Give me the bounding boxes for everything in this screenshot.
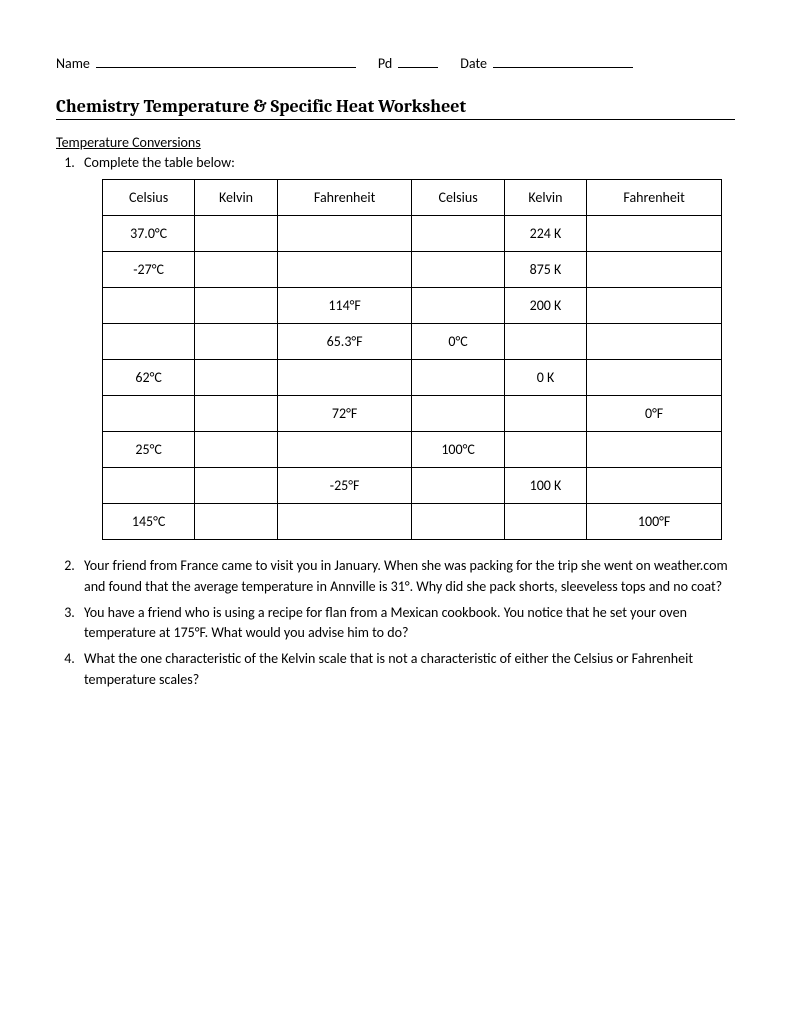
table-cell[interactable] (103, 468, 195, 504)
table-cell[interactable] (412, 504, 504, 540)
table-cell: 62°C (103, 360, 195, 396)
table-cell[interactable] (195, 432, 278, 468)
date-label: Date (460, 55, 487, 72)
header-fields: Name Pd Date (56, 54, 735, 72)
table-cell[interactable] (504, 432, 587, 468)
page-title: Chemistry Temperature & Specific Heat Wo… (56, 96, 735, 120)
table-cell[interactable] (103, 396, 195, 432)
table-cell[interactable] (587, 252, 722, 288)
name-label: Name (56, 55, 90, 72)
table-cell[interactable] (195, 468, 278, 504)
table-row: 37.0°C 224 K (103, 216, 722, 252)
table-cell[interactable] (504, 396, 587, 432)
q4-text: What the one characteristic of the Kelvi… (84, 650, 693, 687)
table-cell: -25°F (277, 468, 412, 504)
question-2: Your friend from France came to visit yo… (78, 556, 735, 597)
q2-text: Your friend from France came to visit yo… (84, 557, 728, 594)
table-cell: 875 K (504, 252, 587, 288)
table-cell[interactable] (103, 288, 195, 324)
table-cell[interactable] (587, 288, 722, 324)
col-header: Kelvin (195, 180, 278, 216)
question-4: What the one characteristic of the Kelvi… (78, 649, 735, 690)
table-cell[interactable] (587, 324, 722, 360)
table-cell[interactable] (504, 504, 587, 540)
table-cell: 72°F (277, 396, 412, 432)
table-cell: -27°C (103, 252, 195, 288)
name-blank[interactable] (96, 54, 356, 68)
table-cell[interactable] (587, 360, 722, 396)
col-header: Fahrenheit (277, 180, 412, 216)
table-cell: 100°F (587, 504, 722, 540)
table-body: 37.0°C224 K-27°C875 K114°F200 K65.3°F0°C… (103, 216, 722, 540)
pd-blank[interactable] (398, 54, 438, 68)
table-cell[interactable] (277, 252, 412, 288)
table-cell[interactable] (103, 324, 195, 360)
table-cell: 0°C (412, 324, 504, 360)
table-cell[interactable] (277, 216, 412, 252)
table-row: -25°F 100 K (103, 468, 722, 504)
q1-text: Complete the table below: (84, 154, 235, 171)
conversion-table-wrap: Celsius Kelvin Fahrenheit Celsius Kelvin… (102, 179, 735, 540)
col-header: Fahrenheit (587, 180, 722, 216)
table-cell: 65.3°F (277, 324, 412, 360)
date-blank[interactable] (493, 54, 633, 68)
table-cell[interactable] (412, 360, 504, 396)
table-cell: 100°C (412, 432, 504, 468)
col-header: Celsius (103, 180, 195, 216)
table-cell[interactable] (412, 468, 504, 504)
table-cell: 0°F (587, 396, 722, 432)
table-row: 62°C 0 K (103, 360, 722, 396)
table-header-row: Celsius Kelvin Fahrenheit Celsius Kelvin… (103, 180, 722, 216)
question-1: Complete the table below: Celsius Kelvin… (78, 153, 735, 540)
question-3: You have a friend who is using a recipe … (78, 603, 735, 644)
table-cell: 25°C (103, 432, 195, 468)
table-cell[interactable] (587, 468, 722, 504)
table-cell[interactable] (412, 216, 504, 252)
table-cell[interactable] (412, 252, 504, 288)
table-cell[interactable] (412, 288, 504, 324)
table-cell[interactable] (195, 360, 278, 396)
col-header: Celsius (412, 180, 504, 216)
table-cell[interactable] (412, 396, 504, 432)
table-row: 145°C 100°F (103, 504, 722, 540)
table-cell: 200 K (504, 288, 587, 324)
table-row: 114°F 200 K (103, 288, 722, 324)
table-cell: 0 K (504, 360, 587, 396)
table-row: -27°C 875 K (103, 252, 722, 288)
table-cell[interactable] (587, 216, 722, 252)
table-cell[interactable] (195, 288, 278, 324)
table-cell[interactable] (195, 216, 278, 252)
table-cell[interactable] (504, 324, 587, 360)
table-row: 25°C 100°C (103, 432, 722, 468)
table-cell[interactable] (587, 432, 722, 468)
table-row: 72°F 0°F (103, 396, 722, 432)
table-cell: 224 K (504, 216, 587, 252)
question-list: Complete the table below: Celsius Kelvin… (56, 153, 735, 690)
conversion-table: Celsius Kelvin Fahrenheit Celsius Kelvin… (102, 179, 722, 540)
table-cell[interactable] (195, 252, 278, 288)
table-cell[interactable] (195, 504, 278, 540)
section-label: Temperature Conversions (56, 134, 735, 151)
q3-text: You have a friend who is using a recipe … (84, 604, 687, 641)
col-header: Kelvin (504, 180, 587, 216)
table-cell[interactable] (277, 360, 412, 396)
table-cell: 100 K (504, 468, 587, 504)
table-cell[interactable] (277, 504, 412, 540)
table-cell[interactable] (195, 396, 278, 432)
table-cell: 145°C (103, 504, 195, 540)
table-cell[interactable] (277, 432, 412, 468)
table-cell[interactable] (195, 324, 278, 360)
table-cell: 37.0°C (103, 216, 195, 252)
table-cell: 114°F (277, 288, 412, 324)
table-row: 65.3°F0°C (103, 324, 722, 360)
pd-label: Pd (378, 55, 392, 72)
